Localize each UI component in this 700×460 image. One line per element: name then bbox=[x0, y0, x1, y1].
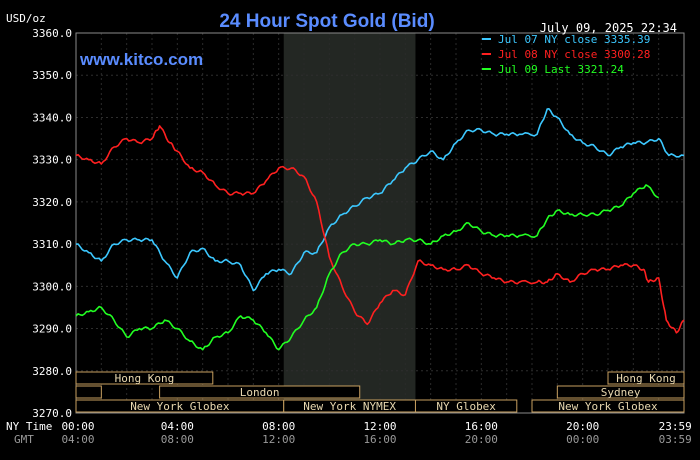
session-bar bbox=[414, 399, 518, 413]
session-bar bbox=[531, 399, 685, 413]
session-bar bbox=[75, 385, 102, 399]
session-label: Hong Kong bbox=[616, 372, 676, 385]
session-bar bbox=[607, 371, 685, 385]
x-tick-label-gmt: 12:00 bbox=[262, 433, 295, 446]
session-bar bbox=[159, 385, 361, 399]
x-tick-label-gmt: 04:00 bbox=[61, 433, 94, 446]
session-bar bbox=[75, 371, 214, 385]
source-watermark: www.kitco.com bbox=[79, 50, 203, 69]
x-tick-label-ny: 04:00 bbox=[161, 420, 194, 433]
x-tick-label-ny: 08:00 bbox=[262, 420, 295, 433]
series-line-1 bbox=[75, 125, 685, 334]
y-tick-label: 3270.0 bbox=[32, 407, 72, 420]
y-tick-label: 3340.0 bbox=[32, 111, 72, 124]
y-tick-label: 3350.0 bbox=[32, 69, 72, 82]
x-tick-label-gmt: 00:00 bbox=[566, 433, 599, 446]
x-tick-label-ny: 00:00 bbox=[61, 420, 94, 433]
nymex-shaded-region bbox=[283, 33, 416, 413]
session-label: London bbox=[240, 386, 280, 399]
x-tick-label-ny: 12:00 bbox=[363, 420, 396, 433]
x-tick-label-gmt: 08:00 bbox=[161, 433, 194, 446]
x-tick-label-ny: 16:00 bbox=[465, 420, 498, 433]
chart-title: 24 Hour Spot Gold (Bid) bbox=[219, 11, 434, 32]
y-tick-label: 3280.0 bbox=[32, 365, 72, 378]
session-label: New York NYMEX bbox=[303, 400, 396, 413]
series-line-2 bbox=[75, 184, 660, 351]
session-label: New York Globex bbox=[558, 400, 658, 413]
session-label: Hong Kong bbox=[115, 372, 175, 385]
x-tick-label-gmt: 03:59 bbox=[659, 433, 692, 446]
session-label: New York Globex bbox=[130, 400, 230, 413]
y-axis-unit-label: USD/oz bbox=[6, 12, 46, 25]
legend-entry-jul07: Jul 07 NY close 3335.39 bbox=[498, 33, 650, 46]
series-line-0 bbox=[75, 108, 685, 292]
y-tick-label: 3300.0 bbox=[32, 280, 72, 293]
x-tick-label-gmt: 16:00 bbox=[363, 433, 396, 446]
x-tick-label-gmt: 20:00 bbox=[465, 433, 498, 446]
x-tick-label-ny: 23:59 bbox=[659, 420, 692, 433]
chart-timestamp: July 09, 2025 22:34 bbox=[540, 21, 677, 35]
plot-frame bbox=[75, 32, 685, 414]
y-tick-label: 3320.0 bbox=[32, 196, 72, 209]
y-tick-label: 3290.0 bbox=[32, 323, 72, 336]
y-tick-label: 3330.0 bbox=[32, 154, 72, 167]
x-tick-label-ny: 20:00 bbox=[566, 420, 599, 433]
y-tick-label: 3360.0 bbox=[32, 27, 72, 40]
session-label: NY Globex bbox=[436, 400, 496, 413]
legend: Jul 07 NY close 3335.39 Jul 08 NY close … bbox=[482, 33, 650, 76]
session-bar bbox=[556, 385, 685, 399]
session-label: Sydney bbox=[601, 386, 641, 399]
x-row-label-gmt: GMT bbox=[14, 433, 34, 446]
x-row-label-ny-time: NY Time bbox=[6, 420, 52, 433]
legend-entry-jul08: Jul 08 NY close 3300.28 bbox=[498, 48, 650, 61]
legend-entry-jul09: Jul 09 Last 3321.24 bbox=[498, 63, 624, 76]
y-tick-label: 3310.0 bbox=[32, 238, 72, 251]
